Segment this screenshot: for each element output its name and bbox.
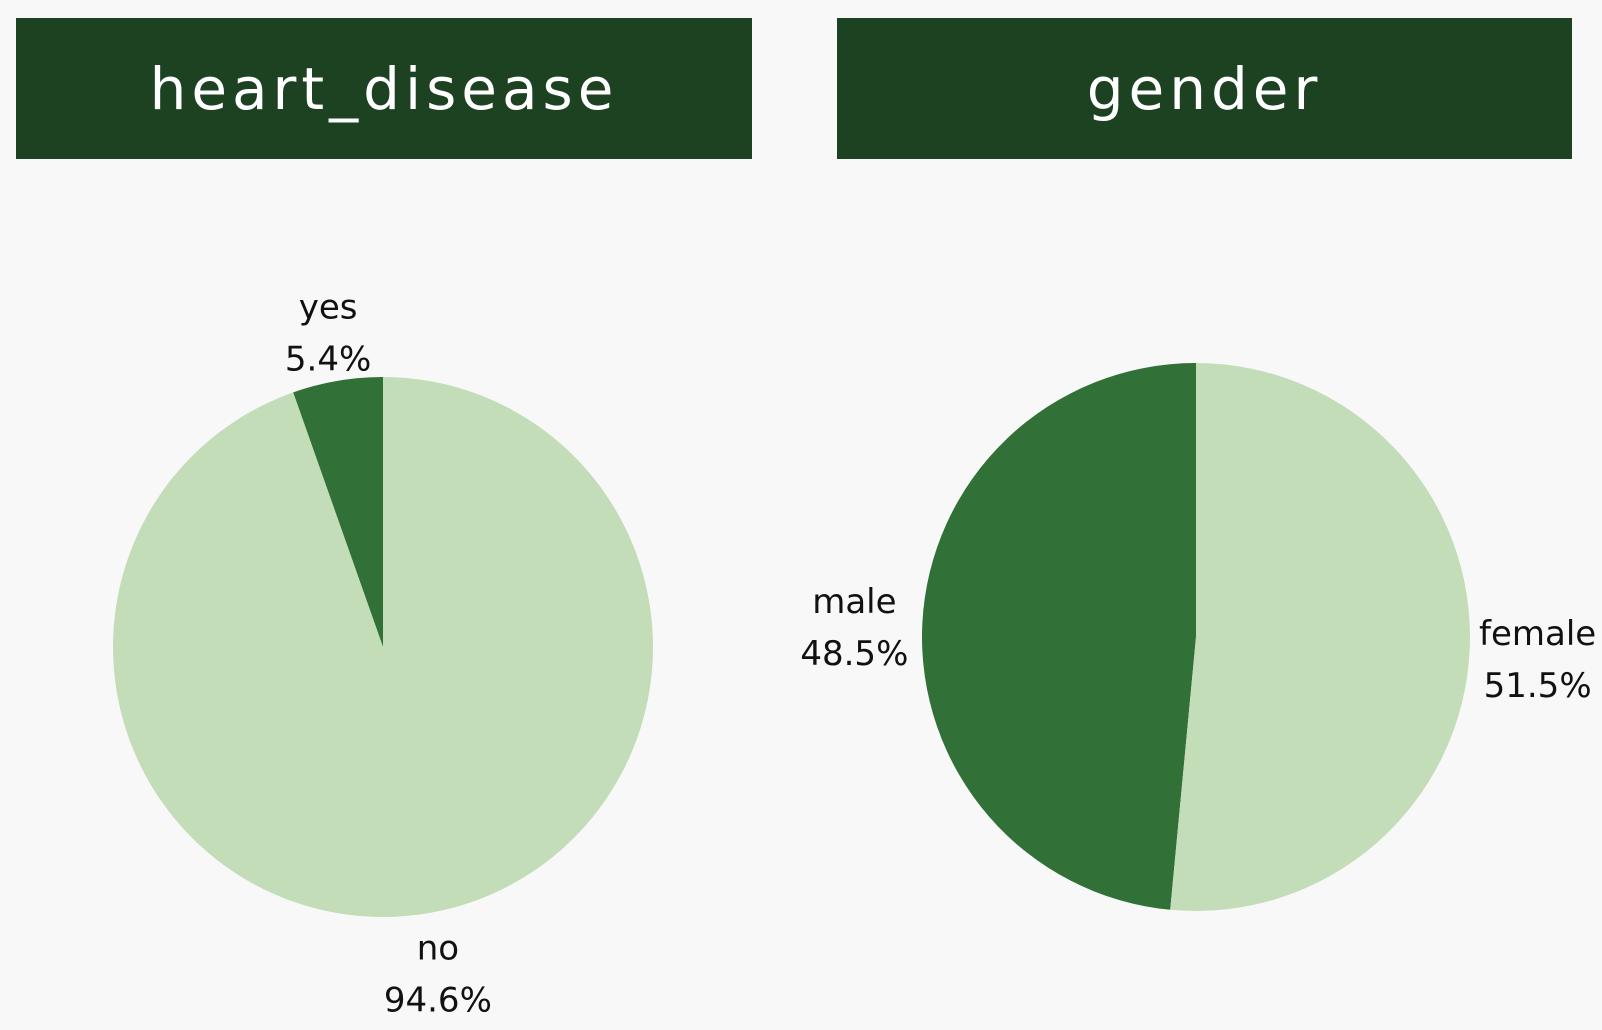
pie-chart-heart-disease: yes 5.4% no 94.6% [112,288,654,1020]
slice-percent-male: 48.5% [800,634,908,674]
slice-name-male: male [812,582,896,622]
slice-percent-female: 51.5% [1484,666,1592,706]
pie-slice-no [112,377,654,917]
slice-name-no: no [417,928,459,968]
slice-label-yes: yes 5.4% [285,288,371,380]
chart-title-gender: gender [837,18,1572,159]
slice-percent-no: 94.6% [384,980,492,1020]
pie-slice-yes [293,377,383,647]
slice-label-no: no 94.6% [384,928,492,1020]
slice-label-female: female 51.5% [1479,614,1596,706]
chart-title-heart-disease: heart_disease [16,18,752,159]
slice-name-yes: yes [299,288,358,328]
pie-slice-female [1170,363,1470,911]
pie-slice-male [922,363,1196,910]
slice-name-female: female [1479,614,1596,654]
slice-label-male: male 48.5% [800,582,908,674]
slice-percent-yes: 5.4% [285,340,371,380]
pie-chart-gender: male 48.5% female 51.5% [800,363,1596,911]
